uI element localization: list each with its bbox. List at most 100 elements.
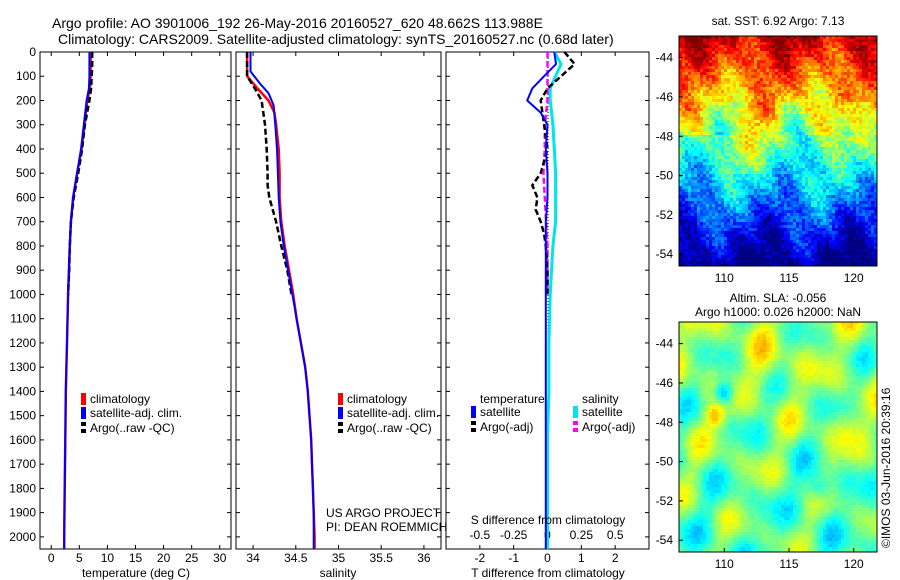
legend-swatch-climatology bbox=[81, 393, 86, 405]
map-x-tick-label: 110 bbox=[715, 557, 734, 571]
y-tick-label: 1800 bbox=[9, 481, 36, 495]
series-s-satellite bbox=[546, 51, 563, 549]
s-difference-label: S difference from climatology bbox=[471, 513, 626, 527]
legend-swatch-satellite-adj bbox=[81, 407, 86, 419]
x-tick-label: 34.5 bbox=[284, 551, 308, 565]
sla-map-frame bbox=[678, 321, 878, 553]
temperature-panel: 0100200300400500600700800900100011001200… bbox=[9, 45, 232, 580]
header-line-2: Climatology: CARS2009. Satellite-adjuste… bbox=[58, 31, 614, 47]
map-y-tick-label: -54 bbox=[656, 247, 674, 261]
temperature-xlabel: temperature (deg C) bbox=[82, 566, 190, 580]
y-tick-label: 0 bbox=[29, 45, 36, 59]
map-y-tick-label: -44 bbox=[656, 337, 674, 351]
x-tick-label: 10 bbox=[101, 551, 115, 565]
legend-label-satellite-adj: satellite-adj. clim. bbox=[90, 406, 182, 420]
legend-swatch-satellite-adj bbox=[338, 407, 343, 419]
y-tick-label: 1400 bbox=[9, 384, 36, 398]
y-tick-label: 100 bbox=[16, 69, 36, 83]
y-tick-label: 200 bbox=[16, 93, 36, 107]
difference-legend: temperature salinity satellite Argo(-adj… bbox=[471, 392, 635, 434]
map-y-tick-label: -50 bbox=[656, 169, 674, 183]
y-tick-label: 600 bbox=[16, 190, 36, 204]
legend-swatch-argo bbox=[338, 422, 343, 426]
series-satellite-adj bbox=[63, 52, 91, 549]
x2-tick-label: 0.25 bbox=[570, 528, 594, 542]
legend-label-satellite-adj: satellite-adj. clim. bbox=[347, 406, 439, 420]
x-tick-label: 15 bbox=[129, 551, 143, 565]
y-tick-label: 1500 bbox=[9, 409, 36, 423]
map-y-tick-label: -46 bbox=[656, 90, 674, 104]
sla-map-subtitle: Argo h1000: 0.026 h2000: NaN bbox=[695, 305, 861, 319]
salinity-legend: climatology satellite-adj. clim. Argo(..… bbox=[338, 392, 439, 435]
legend-swatch-s-satellite bbox=[573, 406, 578, 418]
series-t-satellite bbox=[526, 51, 557, 549]
legend-label-t-argo: Argo(-adj) bbox=[480, 420, 533, 434]
map-y-tick-label: -48 bbox=[656, 129, 674, 143]
legend-header-salinity: salinity bbox=[582, 392, 619, 406]
map-x-tick-label: 115 bbox=[779, 271, 798, 285]
legend-header-temperature: temperature bbox=[480, 392, 545, 406]
x2-tick-label: 0.5 bbox=[607, 528, 624, 542]
x-tick-label: 30 bbox=[213, 551, 227, 565]
y-tick-label: 1200 bbox=[9, 336, 36, 350]
series-argo bbox=[245, 52, 293, 295]
salinity-xlabel: salinity bbox=[320, 566, 357, 580]
legend-label-climatology: climatology bbox=[347, 392, 407, 406]
x-tick-label: 2 bbox=[612, 551, 619, 565]
difference-panel: -2 -1 0 1 2-0.5 -0.25 0 0.25 0.5 S difference fr… bbox=[445, 51, 650, 580]
pi-annotation: PI: DEAN ROEMMICH bbox=[326, 520, 447, 534]
x-tick-label: 0 bbox=[48, 551, 55, 565]
sst-map-panel: sat. SST: 6.92 Argo: 7.13 110 115 120 -44 -4… bbox=[656, 14, 878, 285]
x-tick-label: 35 bbox=[332, 551, 346, 565]
series-satellite-adj bbox=[249, 52, 315, 549]
temperature-legend: climatology satellite-adj. clim. Argo(..… bbox=[81, 392, 182, 435]
x-tick-label: 1 bbox=[578, 551, 585, 565]
x-tick-label: 36 bbox=[417, 551, 431, 565]
y-tick-label: 300 bbox=[16, 118, 36, 132]
salinity-axes-frame bbox=[235, 51, 442, 550]
map-y-tick-label: -52 bbox=[656, 208, 674, 222]
y-tick-label: 1300 bbox=[9, 360, 36, 374]
header-line-1: Argo profile: AO 3901006_192 26-May-2016… bbox=[52, 15, 543, 31]
y-tick-label: 2000 bbox=[9, 530, 36, 544]
legend-label-climatology: climatology bbox=[90, 392, 150, 406]
map-x-tick-label: 120 bbox=[844, 557, 864, 571]
salinity-panel: 34 34.5 35 35.5 36 salinity climatology sate… bbox=[235, 51, 447, 580]
map-y-tick-label: -46 bbox=[656, 376, 674, 390]
project-annotation: US ARGO PROJECT bbox=[326, 506, 441, 520]
legend-swatch-climatology bbox=[338, 393, 343, 405]
y-tick-label: 1000 bbox=[9, 287, 36, 301]
x2-tick-label: -0.5 bbox=[469, 528, 490, 542]
legend-swatch-t-argo bbox=[471, 421, 476, 425]
x-tick-label: 0 bbox=[544, 551, 551, 565]
t-difference-xlabel: T difference from climatology bbox=[471, 566, 625, 580]
map-y-tick-label: -50 bbox=[656, 455, 674, 469]
x-tick-label: 35.5 bbox=[370, 551, 394, 565]
legend-swatch-t-satellite bbox=[471, 406, 476, 418]
legend-label-s-satellite: satellite bbox=[582, 405, 623, 419]
map-x-tick-label: 115 bbox=[779, 557, 798, 571]
legend-swatch-argo bbox=[81, 422, 86, 426]
x-tick-label: 34 bbox=[246, 551, 260, 565]
map-x-tick-label: 120 bbox=[844, 271, 864, 285]
sla-map-panel: Altim. SLA: -0.056 Argo h1000: 0.026 h20… bbox=[656, 291, 878, 571]
map-x-tick-label: 110 bbox=[715, 271, 734, 285]
map-y-tick-label: -52 bbox=[656, 494, 674, 508]
credit-text: ©IMOS 03-Jun-2016 20:39:16 bbox=[879, 387, 893, 548]
map-y-tick-label: -44 bbox=[656, 51, 674, 65]
temperature-axes-frame bbox=[39, 51, 232, 550]
y-tick-label: 400 bbox=[16, 142, 36, 156]
sst-map-title: sat. SST: 6.92 Argo: 7.13 bbox=[712, 14, 845, 28]
y-tick-label: 1700 bbox=[9, 457, 36, 471]
sla-map-title: Altim. SLA: -0.056 bbox=[730, 291, 827, 305]
y-tick-label: 800 bbox=[16, 239, 36, 253]
y-tick-label: 1900 bbox=[9, 506, 36, 520]
map-y-tick-label: -54 bbox=[656, 533, 674, 547]
y-tick-label: 900 bbox=[16, 263, 36, 277]
y-tick-label: 700 bbox=[16, 215, 36, 229]
y-tick-label: 1600 bbox=[9, 433, 36, 447]
x-tick-label: -2 bbox=[474, 551, 485, 565]
map-y-tick-label: -48 bbox=[656, 415, 674, 429]
x2-tick-label: -0.25 bbox=[500, 528, 528, 542]
